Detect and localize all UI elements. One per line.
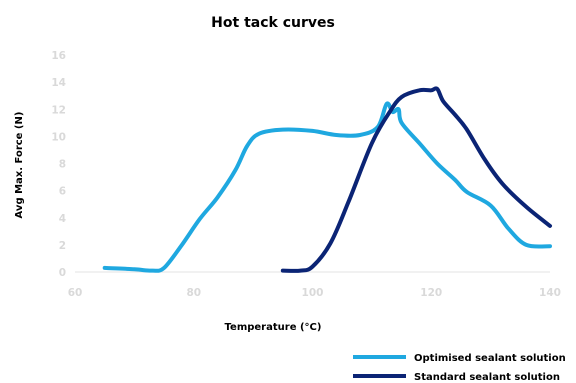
chart-title: Hot tack curves [211,15,335,31]
x-axis: 60 80 100 120 140 [68,271,561,299]
legend-label: Optimised sealant solution [414,353,566,364]
x-tick-label: 80 [186,287,201,299]
y-tick-label: 16 [51,50,66,62]
legend-optimised-sealant: Optimised sealant solution [353,353,566,364]
y-tick-label: 0 [59,267,66,279]
standard-sealant-series-line [280,86,552,273]
y-tick-label: 4 [59,213,66,225]
y-tick-label: 8 [59,159,66,171]
y-tick-label: 10 [51,131,66,143]
y-tick-label: 14 [51,77,66,89]
x-tick-label: 100 [302,287,324,299]
x-axis-title: Temperature (°C) [225,322,322,333]
legend-standard-sealant: Standard sealant solution [353,372,560,383]
legend: Optimised sealant solution Standard seala… [353,353,566,383]
x-tick-label: 140 [539,287,561,299]
y-tick-label: 12 [51,104,66,116]
y-tick-label: 6 [59,186,66,198]
optimised-sealant-series-line [102,101,552,273]
y-axis: 0 2 4 6 8 10 12 14 16 [51,50,66,279]
y-axis-title: Avg Max. Force (N) [14,112,25,219]
legend-label: Standard sealant solution [414,372,560,383]
x-tick-label: 120 [420,287,442,299]
plot-series [102,86,552,273]
x-tick-label: 60 [68,287,83,299]
y-tick-label: 2 [59,240,66,252]
